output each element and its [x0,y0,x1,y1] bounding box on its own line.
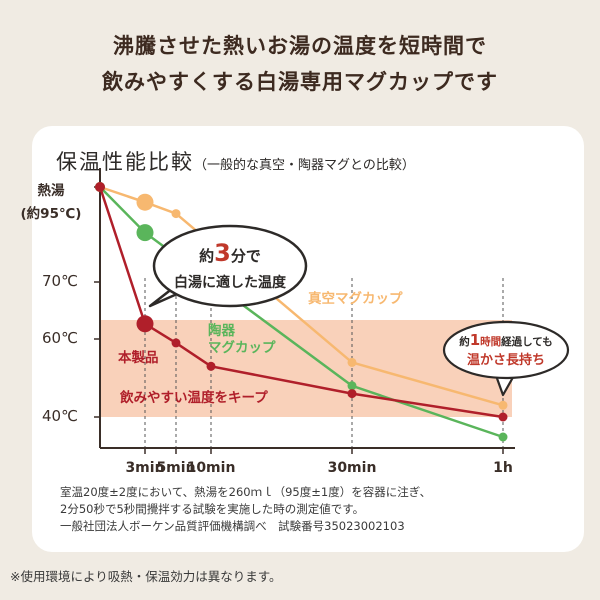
headline: 沸騰させた熱いお湯の温度を短時間で 飲みやすくする白湯専用マグカップです [0,28,600,100]
data-point [136,315,154,333]
series-label: 本製品 [118,349,159,366]
data-point [347,381,357,391]
test-note-line-1: 室温20度±2度において、熱湯を260ｍｌ（95度±1度）を容器に注ぎ、 [60,485,432,499]
y-tick-label-hot-line: (約95℃) [20,206,82,222]
series-label: 陶器 [208,322,235,339]
data-point [95,182,105,192]
headline-line-2: 飲みやすくする白湯専用マグカップです [102,70,498,94]
data-point [498,412,508,422]
data-point [171,209,181,219]
y-tick-label-40: 40℃ [42,407,78,425]
x-tick-label: 30min [328,460,377,476]
series-line-1 [99,186,504,439]
y-tick-label-hot-line: 熱湯 [37,183,65,199]
headline-line-1: 沸騰させた熱いお湯の温度を短時間で [113,34,487,58]
series-label: 真空マグカップ [308,290,403,307]
series-label: マグカップ [208,339,276,356]
x-tick-label: 10min [187,460,236,476]
callout-3min-bubble [152,224,308,308]
data-point [136,193,154,211]
data-point [498,432,508,442]
y-tick-label-60: 60℃ [42,329,78,347]
x-tick-label: 5min [156,460,195,476]
callout-1h-line-2: 温かさ長持ち [467,352,545,368]
series-line-2 [98,186,504,419]
comfort-temperature-band [100,320,512,417]
data-point [347,357,357,367]
y-tick-label-hot: 熱湯 (約95℃) [8,180,94,226]
callout-3min-line-2: 白湯に適した温度 [174,274,287,291]
data-point [206,361,216,371]
test-note-line-2: 2分50秒で5秒間攪拌する試験を実施した時の測定値です。 [60,502,365,516]
test-note-line-3: 一般社団法人ボーケン品質評価機構調べ 試験番号35023002103 [60,519,405,533]
callout-1h-line-1: 約1時間経過しても [459,331,553,349]
x-tick-label: 1h [493,460,513,476]
y-tick-label-70: 70℃ [42,272,78,290]
callout-1h-bubble [442,320,570,380]
x-tick-label: 3min [125,460,164,476]
data-point [347,389,357,399]
chart-title-sub: （一般的な真空・陶器マグとの比較） [194,158,415,173]
footnote: ※使用環境により吸熱・保温効力は異なります。 [10,569,282,584]
test-notes: 室温20度±2度において、熱湯を260ｍｌ（95度±1度）を容器に注ぎ、 2分5… [60,484,431,535]
data-point [498,400,508,410]
band-label: 飲みやすい温度をキープ [119,389,268,406]
data-point [171,338,181,348]
chart-title-main: 保温性能比較 [56,150,194,174]
data-point [136,224,154,242]
chart-title: 保温性能比較（一般的な真空・陶器マグとの比較） [56,146,415,176]
callout-3min-line-1: 約3分で [199,239,261,267]
